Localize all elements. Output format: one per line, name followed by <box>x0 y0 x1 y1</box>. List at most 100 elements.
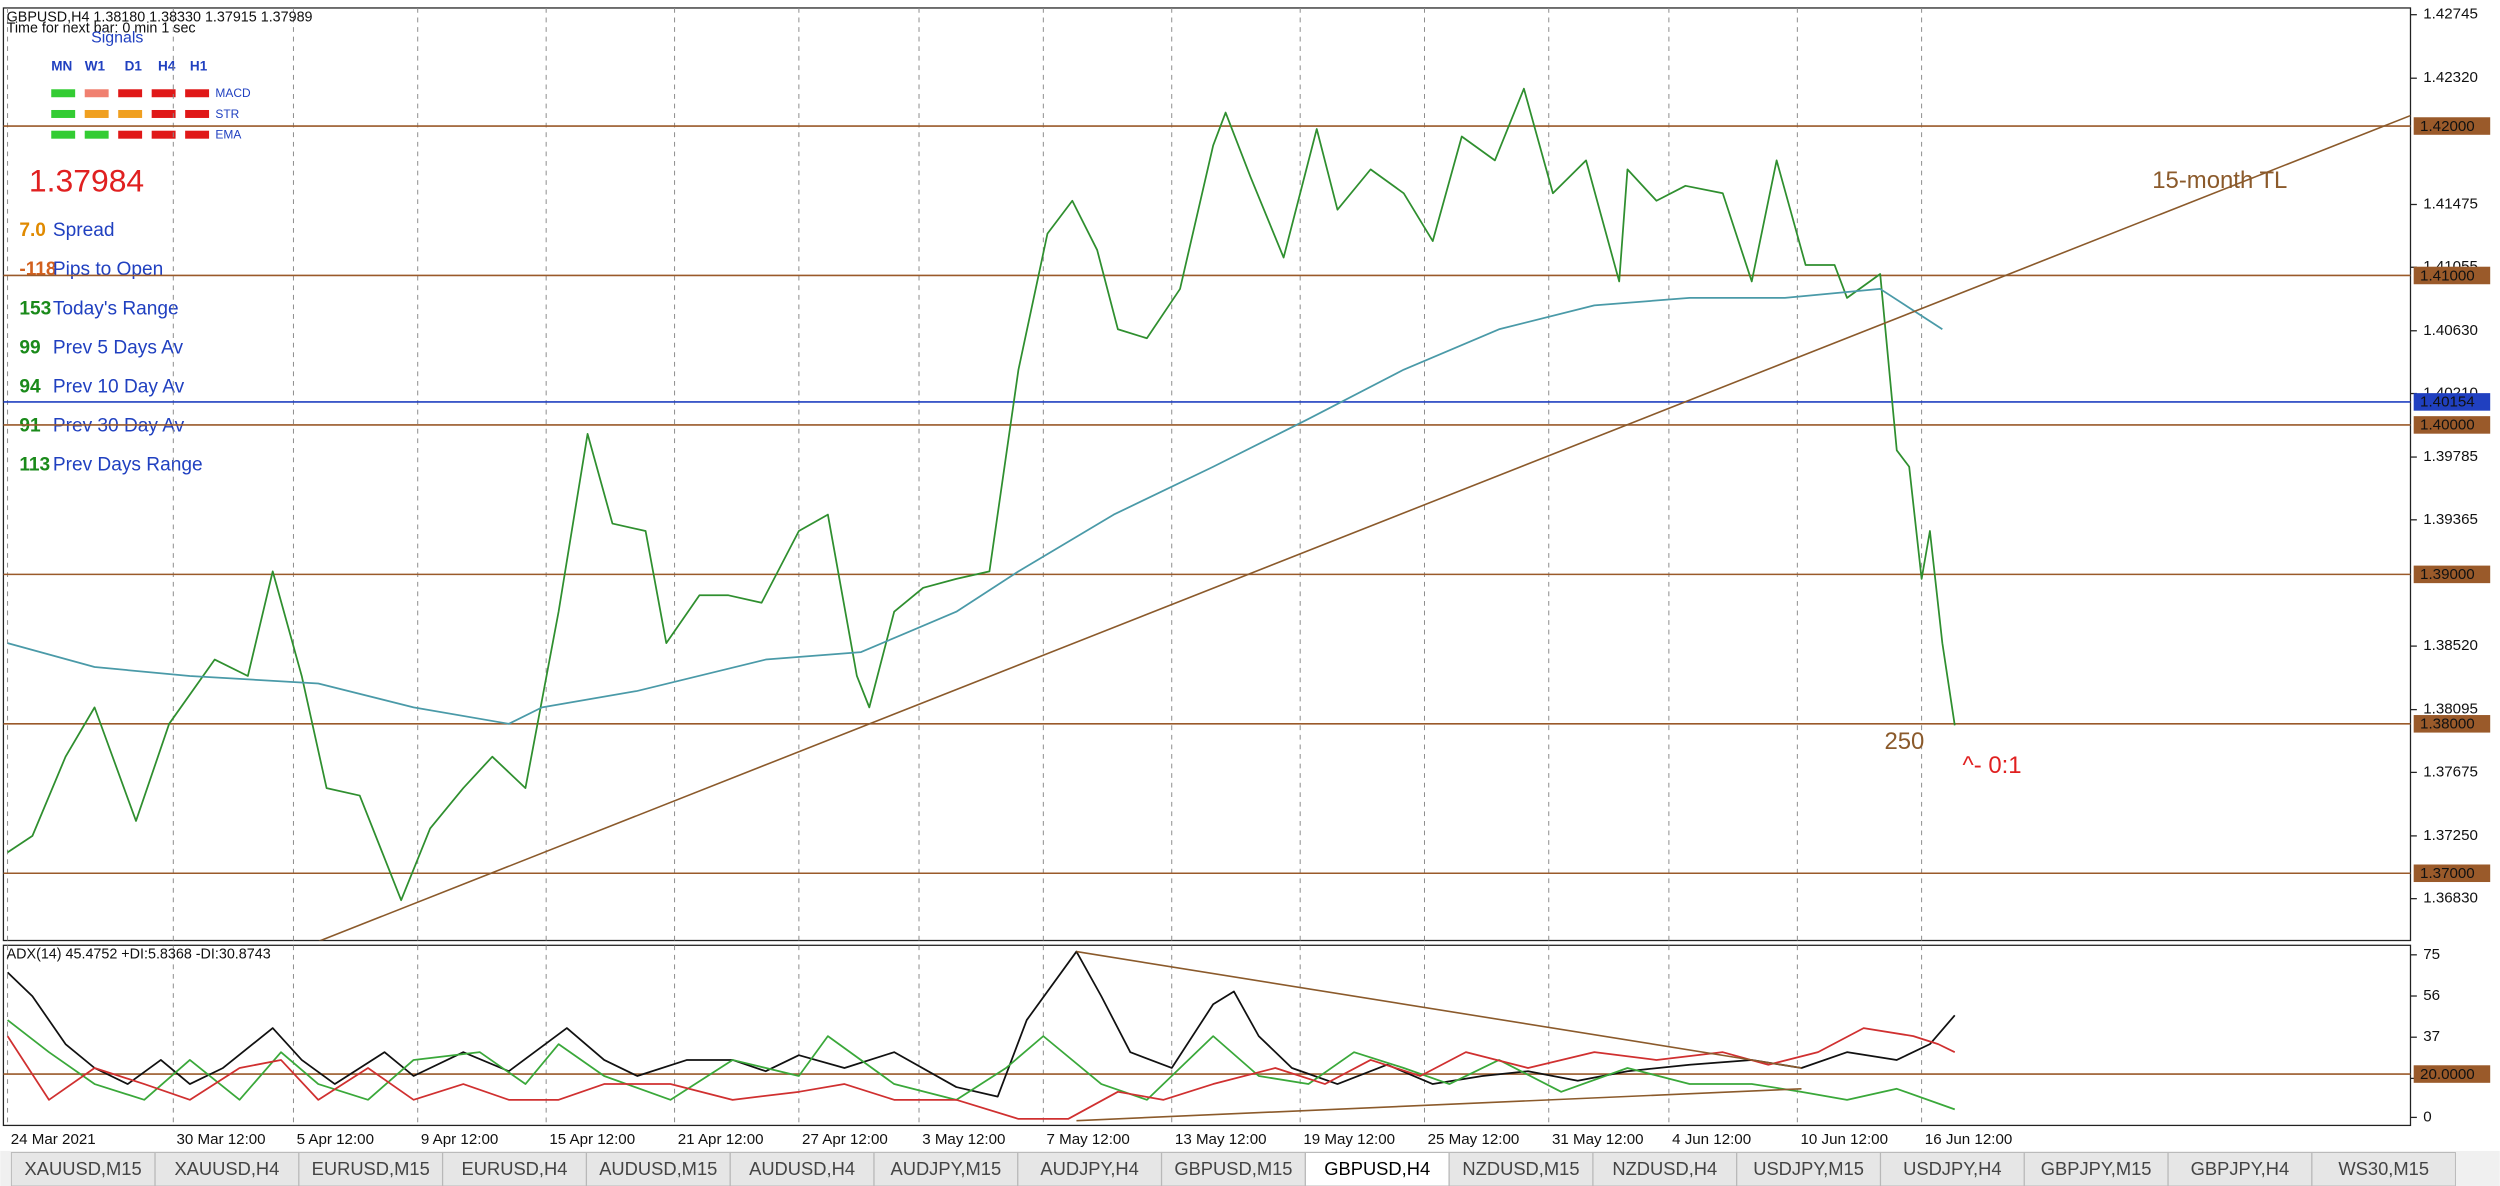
y-tick-label: 1.42745 <box>2423 6 2478 23</box>
x-tick-label: 21 Apr 12:00 <box>678 1131 764 1148</box>
level-label: 1.39000 <box>2420 566 2475 583</box>
tab[interactable] <box>442 1152 587 1186</box>
trend-line <box>318 114 2411 941</box>
tab[interactable] <box>1592 1152 1737 1186</box>
tab-label[interactable]: NZDUSD,H4 <box>1612 1158 1717 1179</box>
trend-line-label: 15-month TL <box>2152 167 2287 194</box>
level-box <box>2413 393 2491 411</box>
signal-cell <box>84 109 109 118</box>
x-tick-label: 15 Apr 12:00 <box>549 1131 635 1148</box>
tab[interactable] <box>586 1152 731 1186</box>
tab[interactable] <box>154 1152 300 1186</box>
level-label: 20.0000 <box>2420 1066 2475 1083</box>
x-tick-label: 13 May 12:00 <box>1175 1131 1267 1148</box>
stat-label: Pips to Open <box>53 259 163 280</box>
trend-line <box>1076 950 1802 1069</box>
series-line <box>7 288 1943 725</box>
signal-cell <box>151 130 176 139</box>
tab-label[interactable]: AUDJPY,H4 <box>1040 1158 1138 1179</box>
x-tick-label: 16 Jun 12:00 <box>1925 1131 2012 1148</box>
x-tick-label: 5 Apr 12:00 <box>297 1131 374 1148</box>
stat-value: 94 <box>19 376 41 397</box>
x-tick-label: 19 May 12:00 <box>1303 1131 1395 1148</box>
signal-name: MACD <box>215 86 251 100</box>
chart-title: ADX(14) 45.4752 +DI:5.8368 -DI:30.8743 <box>7 947 271 963</box>
tab[interactable] <box>729 1152 875 1186</box>
signal-cell <box>185 130 210 139</box>
annotation: 250 <box>1884 728 1924 755</box>
y-tick-label: 1.40630 <box>2423 322 2478 339</box>
tab[interactable] <box>1304 1152 1450 1186</box>
signal-name: EMA <box>215 128 241 142</box>
level-label: 1.42000 <box>2420 118 2475 135</box>
level-label: 1.40154 <box>2420 394 2475 411</box>
tab-label[interactable]: USDJPY,H4 <box>1903 1158 2001 1179</box>
level-box <box>2413 117 2491 135</box>
tab[interactable] <box>2023 1152 2169 1186</box>
level-box <box>2413 565 2491 584</box>
timer: Time for next bar: 0 min 1 sec <box>7 20 196 36</box>
tab-label[interactable]: GBPJPY,M15 <box>2041 1158 2152 1179</box>
timeframe-label: MN <box>51 59 72 74</box>
x-tick-label: 3 May 12:00 <box>922 1131 1005 1148</box>
tab-label[interactable]: WS30,M15 <box>2338 1158 2429 1179</box>
stat-label: Prev 30 Day Av <box>53 415 185 436</box>
timeframe-label: W1 <box>85 59 106 74</box>
signal-cell <box>151 89 176 98</box>
signal-name: STR <box>215 107 239 121</box>
level-box <box>2413 864 2491 883</box>
tab[interactable] <box>873 1152 1019 1186</box>
signal-cell <box>118 89 143 98</box>
y-tick-label: 0 <box>2423 1108 2431 1125</box>
tab[interactable] <box>1161 1152 1306 1186</box>
series-line <box>6 1027 1956 1120</box>
y-tick-label: 56 <box>2423 987 2440 1004</box>
level-label: 1.40000 <box>2420 417 2475 434</box>
trend-line <box>1076 1087 1802 1122</box>
price-panel-frame <box>2 7 2412 942</box>
signal-cell <box>118 130 143 139</box>
timeframe-label: D1 <box>125 59 143 74</box>
level-box <box>2413 715 2491 733</box>
x-tick-label: 24 Mar 2021 <box>11 1131 96 1148</box>
series-line <box>7 87 1956 902</box>
signal-cell <box>51 89 76 98</box>
tab-label[interactable]: EURUSD,M15 <box>312 1158 430 1179</box>
y-tick-label: 1.37250 <box>2423 827 2478 844</box>
level-box <box>2413 416 2491 434</box>
tab-label[interactable]: GBPUSD,M15 <box>1174 1158 1292 1179</box>
tab-label[interactable]: NZDUSD,M15 <box>1462 1158 1579 1179</box>
signal-cell <box>185 109 210 118</box>
signal-cell <box>51 109 76 118</box>
signals-title: Signals <box>91 29 143 46</box>
tab-label[interactable]: GBPJPY,H4 <box>2191 1158 2289 1179</box>
tab-label[interactable]: EURUSD,H4 <box>462 1158 568 1179</box>
stat-value: 7.0 <box>19 220 46 241</box>
tab-label[interactable]: XAUUSD,M15 <box>25 1158 142 1179</box>
tab-label[interactable]: USDJPY,M15 <box>1753 1158 1864 1179</box>
chart-title: GBPUSD,H4 1.38180 1.38330 1.37915 1.3798… <box>7 9 313 25</box>
plot-area <box>3 7 2411 941</box>
stat-value: 99 <box>19 337 40 358</box>
x-tick-label: 27 Apr 12:00 <box>802 1131 888 1148</box>
tab-label[interactable]: AUDUSD,M15 <box>599 1158 717 1179</box>
stat-label: Spread <box>53 220 115 241</box>
tab[interactable] <box>1017 1152 1162 1186</box>
tab[interactable] <box>10 1152 156 1186</box>
signal-cell <box>51 130 76 139</box>
stat-value: 153 <box>19 298 51 319</box>
tab-label[interactable]: AUDJPY,M15 <box>890 1158 1001 1179</box>
tab[interactable] <box>1736 1152 1881 1186</box>
tab-label[interactable]: AUDUSD,H4 <box>749 1158 855 1179</box>
tab-label[interactable]: XAUUSD,H4 <box>174 1158 279 1179</box>
current-price: 1.37984 <box>29 163 144 199</box>
plot-area <box>3 945 2411 1126</box>
signal-cell <box>185 89 210 98</box>
signal-cell <box>84 130 109 139</box>
tab-label[interactable]: GBPUSD,H4 <box>1324 1158 1430 1179</box>
tab[interactable] <box>2311 1152 2456 1186</box>
stat-value: 113 <box>19 455 50 476</box>
level-label: 1.37000 <box>2420 865 2475 882</box>
